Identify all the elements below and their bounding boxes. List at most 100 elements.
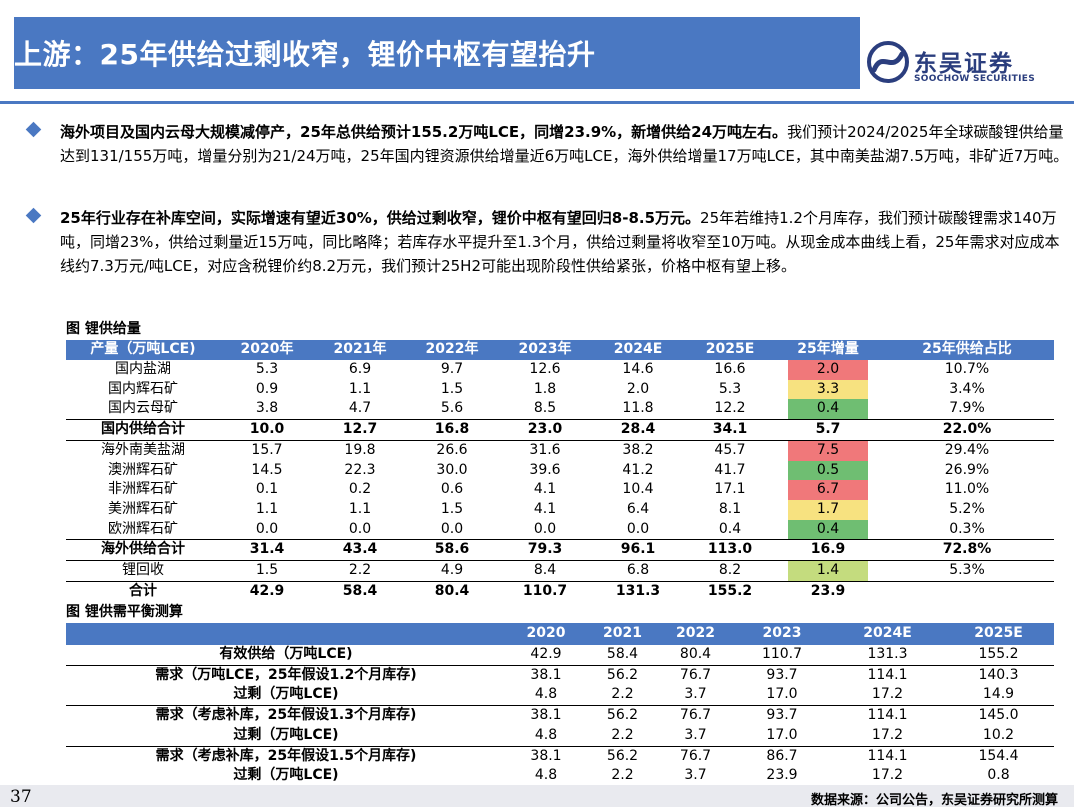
table-cell: 22.0% <box>880 419 1054 441</box>
table-cell: 155.2 <box>707 582 753 599</box>
row-label: 国内云母矿 <box>66 399 220 421</box>
table-cell: 31.4 <box>220 539 314 562</box>
table-cell: 76.7 <box>679 707 712 724</box>
table-cell: 16.6 <box>714 361 746 377</box>
table-cell: 80.4 <box>434 582 470 599</box>
table-cell: 113.0 <box>684 539 776 562</box>
increment-value: 0.4 <box>788 399 868 420</box>
table-cell: 42.9 <box>249 582 285 599</box>
logo-english-name: SOOCHOW SECURITIES <box>914 74 1035 84</box>
table-cell: 4.1 <box>533 481 557 498</box>
table-cell: 1.1 <box>255 500 279 517</box>
table-cell: 31.6 <box>529 441 561 458</box>
balance-table-row: 过剩（万吨LCE) 4.8 2.2 3.7 17.0 17.2 14.9 <box>66 685 1054 707</box>
table-cell: 26.9% <box>944 461 990 478</box>
table-cell: 8.2 <box>684 560 776 582</box>
increment-value: 7.5 <box>788 440 868 461</box>
supply-table-row: 欧洲辉石矿 0.0 0.0 0.0 0.0 0.0 0.4 0.4 0.3% <box>66 519 1054 541</box>
increment-value: 2.0 <box>788 360 868 380</box>
row-label: 国内辉石矿 <box>108 380 178 397</box>
supply-col-header: 2024E <box>592 340 684 360</box>
data-source: 数据来源：公司公告，东吴证券研究所测算 <box>810 793 1058 808</box>
row-label: 需求（万吨LCE，25年假设1.2个月库存) <box>155 666 417 683</box>
table-cell: 15.7 <box>251 441 283 458</box>
table-cell: 4.8 <box>506 685 586 707</box>
table-cell <box>880 581 1054 601</box>
supply-col-header: 产量（万吨LCE) <box>66 340 220 360</box>
table-cell: 3.7 <box>684 767 707 784</box>
table-cell: 0.4 <box>684 519 776 541</box>
table-cell: 19.8 <box>344 441 376 458</box>
row-label: 过剩（万吨LCE) <box>66 685 506 707</box>
table-cell: 34.1 <box>684 419 776 441</box>
table-cell: 4.8 <box>506 725 586 747</box>
page-title: 上游：25年供给过剩收窄，锂价中枢有望抬升 <box>14 38 596 71</box>
table-cell: 5.2% <box>949 500 985 517</box>
row-label: 海外供给合计 <box>66 539 220 562</box>
table-cell: 0.3% <box>880 519 1054 541</box>
diamond-bullet-icon <box>25 121 42 138</box>
table-cell: 80.4 <box>659 645 732 666</box>
table-cell: 2.2 <box>586 685 659 707</box>
table-cell: 5.6 <box>406 399 498 421</box>
table-cell: 76.7 <box>679 666 712 683</box>
table-cell: 0.0 <box>406 519 498 541</box>
table-cell: 58.4 <box>586 645 659 666</box>
table-cell: 93.7 <box>766 666 798 683</box>
balance-table-row: 有效供给（万吨LCE) 42.9 58.4 80.4 110.7 131.3 155.2 <box>66 645 1054 666</box>
table-cell: 93.7 <box>766 707 798 724</box>
table-cell: 22.3 <box>344 461 376 478</box>
table-cell: 0.0 <box>498 519 592 541</box>
table-cell: 11.8 <box>592 399 684 421</box>
table-cell: 3.8 <box>220 399 314 421</box>
increment-value: 23.9 <box>810 582 846 599</box>
table-cell: 14.6 <box>622 361 654 377</box>
increment-cell: 2.0 <box>776 360 880 380</box>
supply-col-header: 25年供给占比 <box>880 340 1054 360</box>
table-cell: 6.4 <box>626 500 650 517</box>
row-label: 过剩（万吨LCE) <box>66 725 506 747</box>
balance-table-row: 需求（考虑补库，25年假设1.5个月库存) 38.1 56.2 76.7 86.7 114… <box>66 746 1054 766</box>
row-label: 过剩（万吨LCE) <box>233 767 339 784</box>
row-label: 需求（考虑补库，25年假设1.5个月库存) <box>155 747 417 764</box>
table-cell: 41.2 <box>622 461 654 478</box>
table-cell: 0.9 <box>255 380 279 397</box>
table-cell: 1.5 <box>220 560 314 582</box>
table-cell: 56.2 <box>606 747 639 764</box>
table-cell: 39.6 <box>529 461 561 478</box>
balance-col-header: 2021 <box>586 623 659 645</box>
balance-col-header: 2020 <box>506 623 586 645</box>
footer-bar <box>0 785 1074 807</box>
table-cell: 28.4 <box>592 419 684 441</box>
supply-table-row: 国内辉石矿 0.9 1.1 1.5 1.8 2.0 5.3 3.3 3.4% <box>66 379 1054 400</box>
supply-table-row: 锂回收 1.5 2.2 4.9 8.4 6.8 8.2 1.4 5.3% <box>66 560 1054 582</box>
bullet-body: 25年行业存在补库空间，实际增速有望近30%，供给过剩收窄，锂价中枢有望回归8-… <box>60 206 1070 278</box>
table-cell: 1.5 <box>440 500 464 517</box>
row-label: 美洲辉石矿 <box>108 500 178 517</box>
bullet-headline: 海外项目及国内云母大规模减停产，25年总供给预计155.2万吨LCE，同增23.… <box>60 123 788 141</box>
table-cell: 0.6 <box>440 481 464 498</box>
supply-col-header: 2021年 <box>314 340 406 360</box>
table-cell: 4.7 <box>314 399 406 421</box>
increment-cell: 16.9 <box>776 539 880 562</box>
increment-value: 3.3 <box>788 379 868 400</box>
balance-table-row: 过剩（万吨LCE) 4.8 2.2 3.7 17.0 17.2 10.2 <box>66 725 1054 747</box>
table-cell: 58.4 <box>342 582 378 599</box>
balance-col-header: 2023 <box>732 623 832 645</box>
title-bar <box>14 17 860 89</box>
table-cell: 72.8% <box>880 539 1054 562</box>
table-cell: 5.3 <box>255 361 279 377</box>
increment-value: 6.7 <box>788 480 868 500</box>
table-cell: 29.4% <box>944 441 990 458</box>
row-label: 国内盐湖 <box>115 361 171 377</box>
table-cell: 0.1 <box>255 481 279 498</box>
table-cell: 10.7% <box>944 361 990 377</box>
table-cell: 114.1 <box>867 707 908 724</box>
table-cell: 6.8 <box>592 560 684 582</box>
table-cell: 3.7 <box>659 685 732 707</box>
page-number: 37 <box>10 787 32 807</box>
balance-table-row: 过剩（万吨LCE) 4.8 2.2 3.7 23.9 17.2 0.8 <box>66 766 1054 786</box>
table-cell: 17.2 <box>832 685 943 707</box>
table-cell: 155.2 <box>943 645 1054 666</box>
table-cell: 26.6 <box>436 441 468 458</box>
